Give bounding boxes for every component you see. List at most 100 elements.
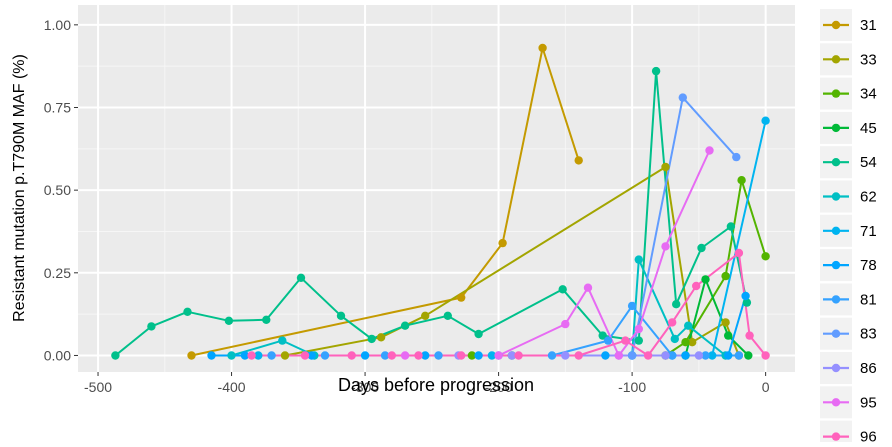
data-point-33 <box>721 318 730 327</box>
data-point-96 <box>457 351 466 360</box>
data-point-86 <box>661 351 670 360</box>
data-point-96 <box>347 351 356 360</box>
data-point-81 <box>320 351 330 360</box>
data-point-71 <box>487 351 497 360</box>
data-point-96 <box>745 331 754 340</box>
legend-label-71: 71 <box>860 223 877 240</box>
legend-label-45: 45 <box>860 120 877 137</box>
data-point-78 <box>207 351 216 360</box>
series-line-95 <box>405 150 711 357</box>
legend-key-point <box>831 20 841 30</box>
legend-key-point <box>831 295 841 304</box>
y-tick-label: 0.00 <box>44 347 71 363</box>
data-point-78 <box>360 351 370 360</box>
data-point-54 <box>558 285 567 294</box>
y-tick-label: 0.50 <box>44 182 71 198</box>
data-point-31 <box>457 293 466 302</box>
data-point-86 <box>561 351 570 360</box>
data-point-86 <box>694 351 704 360</box>
x-tick-label: -200 <box>485 379 513 395</box>
y-axis-label: Resistant mutation p.T790M MAF (%) <box>11 54 28 322</box>
legend-label-54: 54 <box>860 154 877 171</box>
data-point-62 <box>634 255 643 264</box>
legend-key-point <box>831 192 841 201</box>
legend-key-point <box>831 89 841 98</box>
data-point-95 <box>583 283 593 292</box>
data-point-62 <box>670 334 679 344</box>
data-point-81 <box>627 301 637 311</box>
data-point-95 <box>614 351 623 360</box>
data-point-81 <box>734 351 744 360</box>
data-point-81 <box>668 351 677 360</box>
data-point-45 <box>701 275 710 284</box>
x-tick-label: -100 <box>618 379 646 395</box>
data-point-31 <box>498 238 507 248</box>
legend-key-point <box>831 260 841 270</box>
data-point-31 <box>574 156 583 165</box>
data-point-54 <box>697 243 706 253</box>
data-point-95 <box>634 324 643 334</box>
legend-label-83: 83 <box>860 326 877 343</box>
data-point-96 <box>643 351 653 360</box>
data-point-95 <box>400 351 410 360</box>
legend-label-81: 81 <box>860 291 877 308</box>
legend: 31 33 34 45 54 62 71 78 81 83 86 95 96 <box>820 9 877 447</box>
data-point-78 <box>741 291 750 301</box>
data-point-96 <box>300 351 310 360</box>
data-point-96 <box>734 248 744 258</box>
legend-key-point <box>831 398 841 407</box>
data-point-45 <box>744 351 753 360</box>
data-point-33 <box>421 311 430 320</box>
legend-key-point <box>831 158 841 167</box>
data-point-95 <box>561 319 570 329</box>
data-point-86 <box>507 351 517 360</box>
y-tick-label: 0.25 <box>44 265 71 281</box>
data-point-33 <box>661 162 670 172</box>
data-point-54 <box>111 351 120 360</box>
legend-key-point <box>831 432 841 441</box>
data-point-81 <box>267 351 276 360</box>
data-point-81 <box>701 351 710 360</box>
data-point-45 <box>724 331 733 340</box>
data-point-33 <box>688 338 697 347</box>
data-point-78 <box>724 351 733 360</box>
data-point-71 <box>254 351 263 360</box>
data-point-54 <box>742 298 752 307</box>
x-axis-ticks: -500 -400 -300 -200 -100 0 <box>84 372 770 395</box>
data-point-54 <box>598 331 607 340</box>
data-point-96 <box>574 351 583 360</box>
data-point-54 <box>474 329 483 339</box>
data-point-95 <box>705 146 714 155</box>
legend-key-point <box>831 329 841 338</box>
x-tick-label: -500 <box>84 379 112 395</box>
data-point-78 <box>474 351 483 360</box>
major-grid <box>78 5 795 372</box>
data-point-78 <box>421 351 430 360</box>
data-point-96 <box>414 351 423 360</box>
data-point-83 <box>678 93 687 102</box>
legend-label-96: 96 <box>860 429 877 442</box>
data-point-96 <box>761 351 770 360</box>
data-point-31 <box>187 351 196 360</box>
legend-label-95: 95 <box>860 394 877 411</box>
data-point-54 <box>367 334 376 344</box>
data-point-95 <box>494 351 503 360</box>
data-point-81 <box>434 351 443 360</box>
data-point-31 <box>538 43 547 53</box>
data-point-34 <box>761 252 770 261</box>
data-point-78 <box>240 351 250 360</box>
legend-label-78: 78 <box>860 257 877 274</box>
x-tick-label: -400 <box>218 379 246 395</box>
y-axis-ticks: 0.00 0.25 0.50 0.75 1.00 <box>44 17 78 363</box>
data-point-54 <box>224 316 234 325</box>
data-point-34 <box>681 338 690 347</box>
y-tick-label: 0.75 <box>44 99 71 115</box>
data-point-62 <box>278 336 287 345</box>
data-point-96 <box>692 281 701 291</box>
data-point-96 <box>621 336 630 345</box>
legend-label-31: 31 <box>860 17 877 34</box>
data-point-95 <box>661 242 670 251</box>
legend-key-point <box>831 363 841 373</box>
